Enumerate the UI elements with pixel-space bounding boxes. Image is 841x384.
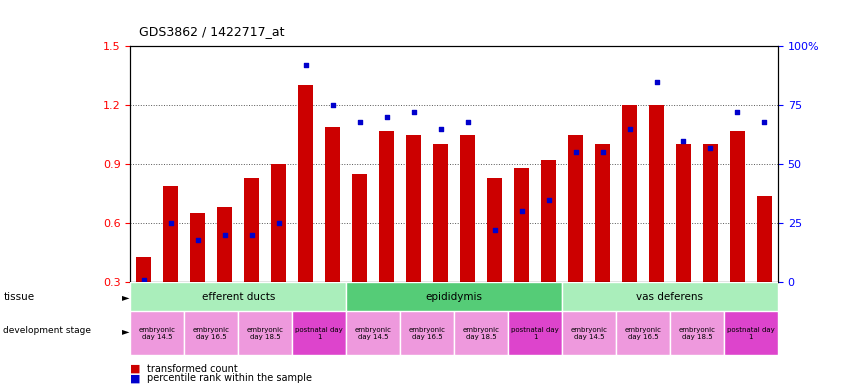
Point [677, 137, 690, 144]
Text: embryonic
day 18.5: embryonic day 18.5 [679, 327, 716, 339]
Text: postnatal day
1: postnatal day 1 [727, 327, 775, 339]
Point [623, 126, 637, 132]
Bar [346, 282, 562, 311]
Bar [130, 311, 184, 355]
Bar [433, 144, 448, 282]
Point [218, 232, 231, 238]
Text: vas deferens: vas deferens [637, 291, 704, 302]
Point [758, 119, 771, 125]
Text: embryonic
day 18.5: embryonic day 18.5 [463, 327, 500, 339]
Bar [460, 135, 475, 282]
Bar [190, 214, 205, 282]
Bar [352, 174, 368, 282]
Bar [541, 160, 556, 282]
Point [650, 78, 664, 84]
Text: postnatal day
1: postnatal day 1 [295, 327, 343, 339]
Point [569, 149, 582, 156]
Point [461, 119, 474, 125]
Point [299, 62, 313, 68]
Text: embryonic
day 14.5: embryonic day 14.5 [355, 327, 392, 339]
Text: ■: ■ [130, 373, 140, 383]
Point [245, 232, 258, 238]
Bar [163, 186, 178, 282]
Bar [299, 85, 313, 282]
Bar [346, 311, 400, 355]
Bar [238, 311, 293, 355]
Text: transformed count: transformed count [147, 364, 238, 374]
Bar [670, 311, 724, 355]
Bar [454, 311, 508, 355]
Text: embryonic
day 16.5: embryonic day 16.5 [193, 327, 230, 339]
Point [542, 197, 555, 203]
Text: efferent ducts: efferent ducts [202, 291, 275, 302]
Text: ■: ■ [130, 364, 140, 374]
Point [137, 277, 151, 283]
Point [353, 119, 367, 125]
Bar [676, 144, 691, 282]
Bar [757, 195, 772, 282]
Text: embryonic
day 16.5: embryonic day 16.5 [409, 327, 446, 339]
Point [164, 220, 177, 226]
Text: embryonic
day 14.5: embryonic day 14.5 [570, 327, 607, 339]
Bar [703, 144, 718, 282]
Bar [514, 168, 529, 282]
Point [326, 102, 340, 108]
Bar [730, 131, 745, 282]
Point [704, 144, 717, 151]
Bar [245, 178, 259, 282]
Text: postnatal day
1: postnatal day 1 [511, 327, 559, 339]
Bar [272, 164, 286, 282]
Bar [130, 282, 346, 311]
Bar [562, 282, 778, 311]
Bar [379, 131, 394, 282]
Bar [562, 311, 616, 355]
Bar [616, 311, 670, 355]
Point [380, 114, 394, 120]
Point [488, 227, 501, 233]
Bar [595, 144, 610, 282]
Bar [293, 311, 346, 355]
Text: tissue: tissue [3, 291, 34, 302]
Text: development stage: development stage [3, 326, 92, 335]
Bar [724, 311, 778, 355]
Bar [622, 105, 637, 282]
Bar [217, 207, 232, 282]
Text: ►: ► [122, 326, 130, 336]
Text: embryonic
day 16.5: embryonic day 16.5 [625, 327, 662, 339]
Bar [406, 135, 421, 282]
Point [191, 237, 204, 243]
Text: ►: ► [122, 291, 130, 302]
Bar [569, 135, 583, 282]
Bar [136, 257, 151, 282]
Bar [325, 127, 340, 282]
Point [407, 109, 420, 115]
Point [595, 149, 609, 156]
Text: GDS3862 / 1422717_at: GDS3862 / 1422717_at [139, 25, 284, 38]
Point [731, 109, 744, 115]
Point [434, 126, 447, 132]
Text: embryonic
day 14.5: embryonic day 14.5 [139, 327, 176, 339]
Bar [487, 178, 502, 282]
Bar [400, 311, 454, 355]
Bar [184, 311, 238, 355]
Point [272, 220, 285, 226]
Bar [649, 105, 664, 282]
Text: epididymis: epididymis [426, 291, 483, 302]
Bar [508, 311, 562, 355]
Text: percentile rank within the sample: percentile rank within the sample [147, 373, 312, 383]
Point [515, 208, 528, 214]
Text: embryonic
day 18.5: embryonic day 18.5 [246, 327, 283, 339]
